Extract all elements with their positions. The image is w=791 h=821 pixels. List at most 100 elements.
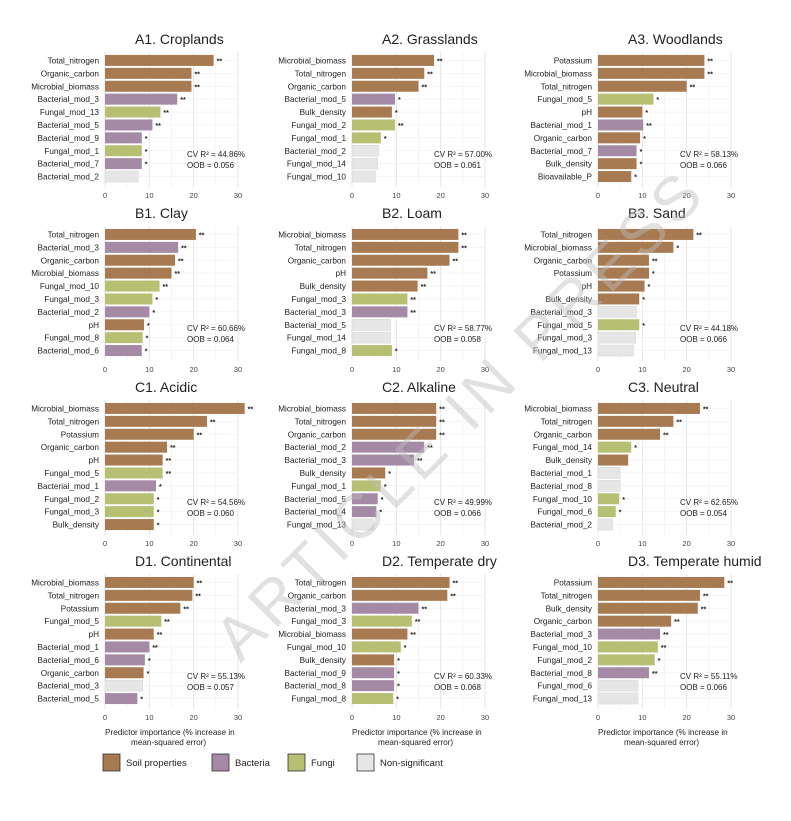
panel-title: D1. Continental xyxy=(135,553,232,569)
x-axis-title: mean-squared error) xyxy=(378,738,453,747)
significance-label: * xyxy=(388,471,391,478)
bar-fungi xyxy=(105,493,154,505)
significance-label: ** xyxy=(707,58,713,65)
category-label: Bacterial_mod_8 xyxy=(531,669,593,678)
category-label: Bacterial_mod_3 xyxy=(38,243,100,252)
oob-label: OOB = 0.066 xyxy=(680,335,727,344)
category-label: Fungal_mod_2 xyxy=(291,121,346,130)
significance-label: ** xyxy=(727,580,733,587)
category-label: Total_nitrogen xyxy=(541,82,593,91)
tick-label: 10 xyxy=(392,713,400,722)
bar-bacteria xyxy=(598,119,644,131)
panel-title: C2. Alkaline xyxy=(382,379,456,395)
category-label: Bacterial_mod_4 xyxy=(285,508,347,517)
bar-bacteria xyxy=(598,145,637,157)
category-label: Total_nitrogen xyxy=(48,417,100,426)
category-label: Fungal_mod_13 xyxy=(533,695,593,704)
category-label: Bacterial_mod_7 xyxy=(38,160,100,169)
category-label: Organic_carbon xyxy=(41,443,100,452)
bar-soil xyxy=(105,454,163,466)
bar-nonsig xyxy=(104,170,139,183)
category-label: Fungal_mod_8 xyxy=(44,334,99,343)
bar-soil xyxy=(598,67,705,79)
oob-label: OOB = 0.068 xyxy=(434,683,481,692)
bar-soil xyxy=(105,576,194,588)
significance-label: ** xyxy=(696,232,702,239)
tick-label: 30 xyxy=(727,713,735,722)
bar-soil xyxy=(352,428,437,440)
category-label: Total_nitrogen xyxy=(541,230,593,239)
bar-bacteria xyxy=(352,493,378,505)
category-label: Bacterial_mod_1 xyxy=(38,643,100,652)
bar-bacteria xyxy=(105,158,142,170)
category-label: Bacterial_mod_2 xyxy=(38,308,100,317)
significance-label: * xyxy=(395,349,398,356)
bar-fungi xyxy=(105,293,153,305)
category-label: Total_nitrogen xyxy=(541,417,593,426)
significance-label: * xyxy=(159,484,162,491)
category-label: Fungal_mod_13 xyxy=(287,521,347,530)
significance-label: * xyxy=(397,658,400,665)
tick-label: 20 xyxy=(189,365,197,374)
significance-label: ** xyxy=(661,645,667,652)
category-label: Potassium xyxy=(554,578,592,587)
bar-fungi xyxy=(598,319,640,331)
cv-r2-label: CV R² = 58.13% xyxy=(680,150,738,159)
x-axis-title: mean-squared error) xyxy=(624,738,699,747)
significance-label: ** xyxy=(178,258,184,265)
category-label: Fungal_mod_10 xyxy=(40,282,100,291)
significance-label: ** xyxy=(427,445,433,452)
bar-nonsig xyxy=(351,331,391,344)
bar-soil xyxy=(352,280,418,292)
significance-label: ** xyxy=(421,284,427,291)
tick-label: 0 xyxy=(103,539,107,548)
category-label: Organic_carbon xyxy=(534,430,593,439)
bar-bacteria xyxy=(105,345,142,357)
significance-label: ** xyxy=(170,445,176,452)
tick-label: 20 xyxy=(436,539,444,548)
significance-label: * xyxy=(140,697,143,704)
tick-label: 0 xyxy=(596,365,600,374)
tick-label: 0 xyxy=(596,191,600,200)
significance-label: * xyxy=(395,110,398,117)
tick-label: 0 xyxy=(103,713,107,722)
bar-soil xyxy=(352,589,448,601)
significance-label: ** xyxy=(674,619,680,626)
legend-label: Bacteria xyxy=(235,758,271,769)
category-label: Bulk_density xyxy=(546,295,593,304)
bar-nonsig xyxy=(597,679,639,692)
bar-soil xyxy=(352,67,425,79)
category-label: Fungal_mod_6 xyxy=(537,682,592,691)
significance-label: * xyxy=(640,162,643,169)
category-label: Organic_carbon xyxy=(288,82,347,91)
x-axis-title: Predictor importance (% increase in xyxy=(352,728,482,737)
tick-label: 0 xyxy=(103,365,107,374)
significance-label: ** xyxy=(166,471,172,478)
oob-label: OOB = 0.066 xyxy=(434,509,481,518)
significance-label: ** xyxy=(646,123,652,130)
bar-soil xyxy=(105,402,245,414)
tick-label: 20 xyxy=(189,713,197,722)
oob-label: OOB = 0.056 xyxy=(187,161,234,170)
panel-title: D2. Temperate dry xyxy=(382,553,497,569)
bar-nonsig xyxy=(104,679,143,692)
category-label: pH xyxy=(89,456,100,465)
panel-title: A1. Croplands xyxy=(135,31,224,47)
tick-label: 30 xyxy=(727,539,735,548)
category-label: Potassium xyxy=(61,430,99,439)
oob-label: OOB = 0.060 xyxy=(187,509,234,518)
bar-fungi xyxy=(105,467,163,479)
category-label: Bacterial_mod_3 xyxy=(285,604,347,613)
tick-label: 0 xyxy=(596,713,600,722)
category-label: Fungal_mod_13 xyxy=(533,347,593,356)
bar-bacteria xyxy=(105,119,153,131)
bar-fungi xyxy=(352,119,396,131)
category-label: pH xyxy=(582,282,593,291)
cv-r2-label: CV R² = 49.99% xyxy=(434,498,492,507)
category-label: Bacterial_mod_3 xyxy=(285,308,347,317)
category-label: Total_nitrogen xyxy=(295,243,347,252)
significance-label: * xyxy=(145,162,148,169)
